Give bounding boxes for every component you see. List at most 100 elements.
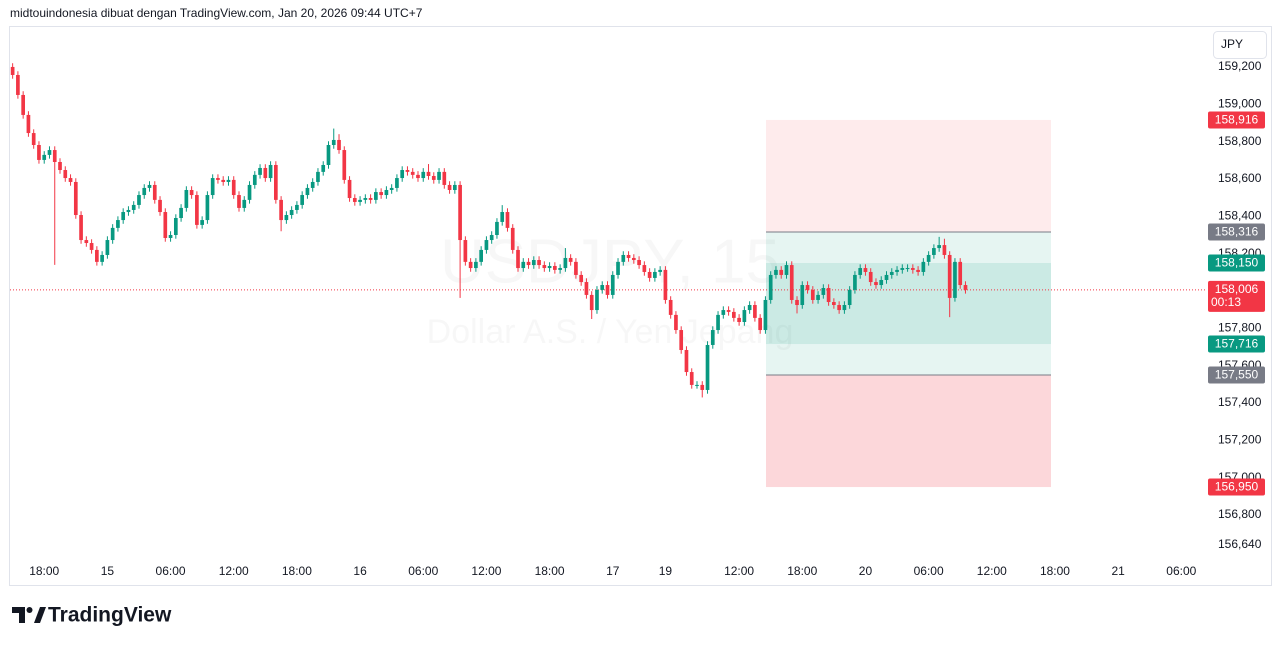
candle-body (105, 240, 110, 255)
position-zone (766, 119, 1051, 233)
price-label: 156,950 (1215, 480, 1259, 494)
y-tick-label: 159,200 (1218, 59, 1262, 73)
y-tick-label: 158,600 (1218, 171, 1262, 185)
candle-body (663, 269, 668, 300)
candle-body (442, 171, 447, 185)
y-tick-label: 159,000 (1218, 96, 1262, 110)
candle-body (542, 265, 547, 269)
candle-body (316, 171, 320, 182)
candle-body (874, 282, 878, 286)
x-tick-label: 12:00 (977, 564, 1007, 578)
candle-body (31, 133, 36, 145)
candle-body (89, 243, 94, 250)
candle-body (421, 171, 426, 179)
price-label: 157,716 (1215, 337, 1259, 351)
candle-body (300, 195, 305, 205)
candle-body (716, 314, 720, 331)
candle-body (789, 265, 794, 300)
candle-body (231, 179, 236, 196)
x-tick-label: 20 (859, 564, 873, 578)
candle-body (858, 268, 863, 275)
candle-body (668, 299, 673, 315)
price-label: 158,916 (1215, 113, 1259, 127)
candle-body (42, 154, 47, 160)
candle-body (774, 269, 778, 275)
price-label-box (1208, 335, 1265, 353)
position-zone (766, 263, 1051, 345)
axes: 18:00 15 06:00 12:00 18:00 16 06:00 12:00 18:00 1… (29, 59, 1265, 578)
candle-body (163, 212, 168, 238)
x-tick-label: 18:00 (29, 564, 59, 578)
x-tick-label: 06:00 (156, 564, 186, 578)
candle-body (905, 268, 910, 270)
candle-body (321, 164, 326, 172)
x-tick-label: 15 (101, 564, 115, 578)
candle-body (337, 139, 341, 151)
x-tick-label: 16 (353, 564, 367, 578)
candle-body (637, 260, 641, 266)
candle-body (331, 139, 336, 145)
candle-body (79, 215, 83, 241)
candles (10, 63, 1205, 398)
candle-body (195, 195, 199, 225)
price-label: 157,550 (1215, 368, 1259, 382)
price-label-box (1208, 478, 1265, 496)
x-tick-label: 18:00 (787, 564, 817, 578)
candle-body (16, 74, 20, 95)
candle-body (268, 164, 273, 179)
candle-body (837, 305, 841, 311)
candle-body (653, 271, 657, 278)
candle-body (516, 249, 520, 269)
candle-body (779, 269, 784, 275)
candle-body (347, 179, 352, 199)
candle-body (863, 268, 868, 272)
candle-body (616, 261, 620, 275)
candle-body (279, 199, 283, 221)
candle-body (889, 271, 894, 275)
candle-body (700, 384, 705, 390)
brand-logo (12, 607, 46, 623)
candle-body (100, 254, 104, 262)
candle-body (63, 170, 68, 179)
candle-body (463, 240, 468, 262)
candle-body (768, 274, 773, 300)
y-tick-label: 158,400 (1218, 208, 1262, 222)
price-label-box (1208, 223, 1265, 241)
x-tick-label: 18:00 (282, 564, 312, 578)
candle-body (52, 150, 57, 162)
x-tick-label: 12:00 (219, 564, 249, 578)
candle-body (242, 199, 247, 208)
price-label: 158,150 (1215, 256, 1259, 270)
candle-body (605, 285, 610, 295)
candle-body (247, 184, 252, 200)
x-tick-label: 06:00 (1166, 564, 1196, 578)
candle-body (274, 164, 278, 200)
candle-body (953, 261, 957, 298)
candle-body (310, 181, 315, 188)
candle-body (553, 265, 557, 270)
candle-body (526, 261, 531, 266)
candle-body (84, 240, 89, 244)
candle-body (452, 184, 457, 190)
candle-body (205, 195, 210, 221)
header-text: midtouindonesia dibuat dengan TradingVie… (10, 6, 423, 20)
candle-body (658, 269, 662, 272)
candle-body (695, 384, 699, 386)
candle-body (821, 288, 826, 295)
currency-button[interactable] (1213, 31, 1267, 59)
candle-body (579, 274, 584, 283)
candle-body (58, 161, 62, 171)
candle-body (521, 261, 526, 269)
candle-body (142, 187, 147, 196)
candle-body (853, 274, 857, 290)
candle-body (221, 179, 226, 182)
candle-body (510, 227, 515, 250)
candle-body (68, 178, 73, 182)
candle-body (200, 220, 204, 225)
x-tick-label: 12:00 (471, 564, 501, 578)
candle-body (942, 245, 947, 255)
candle-body (921, 261, 926, 272)
candle-body (21, 94, 26, 115)
